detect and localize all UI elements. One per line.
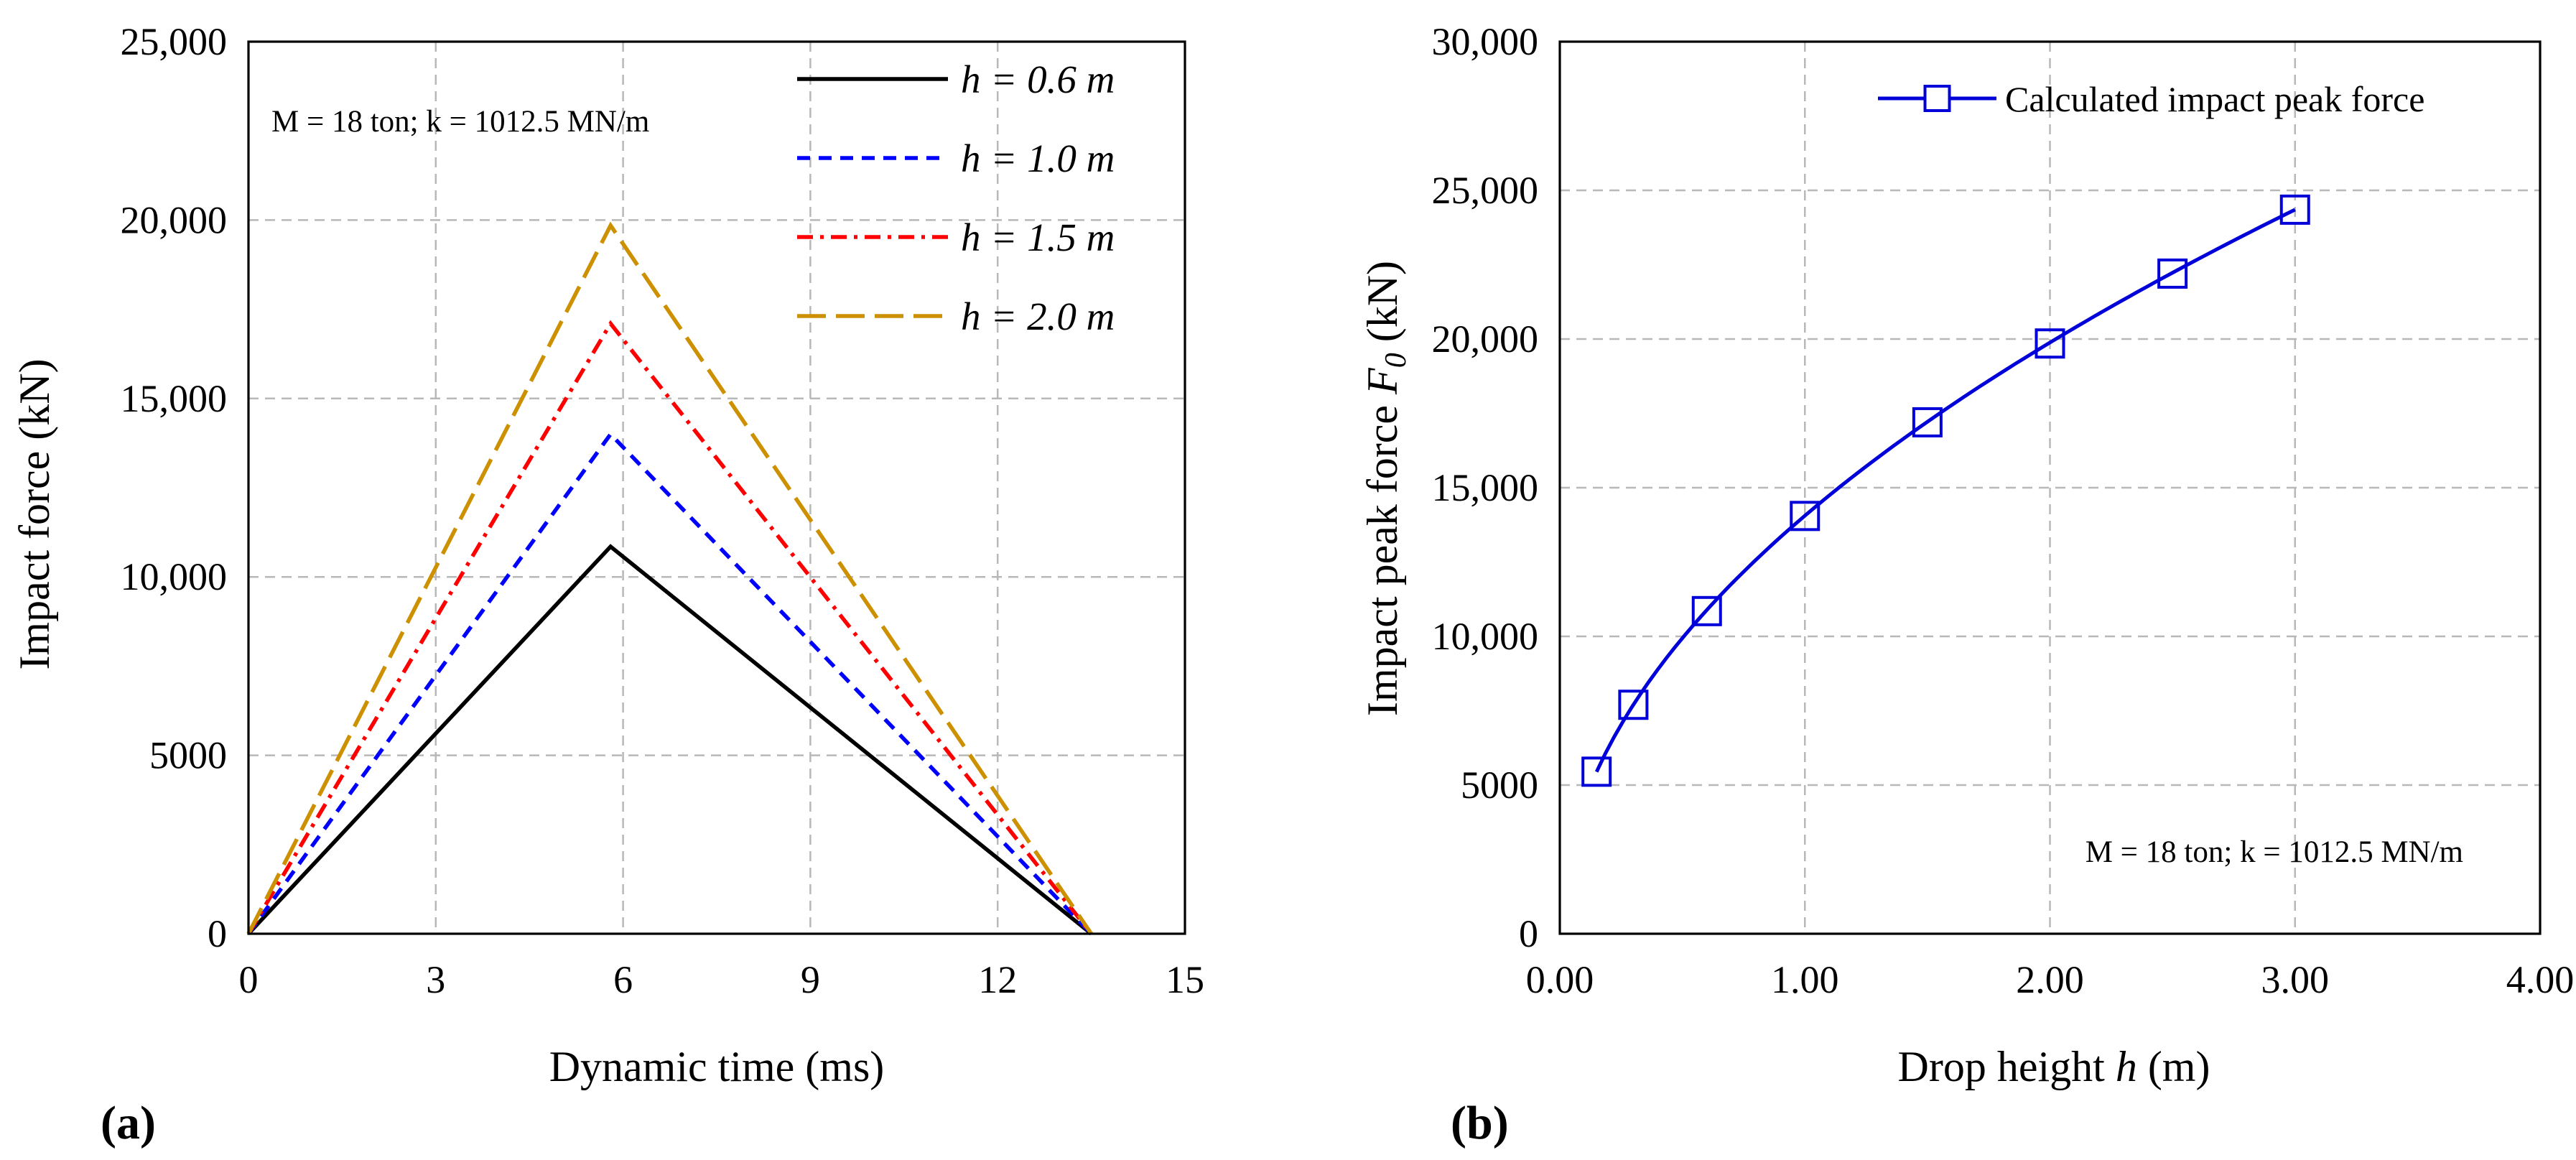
x-tick-label: 0.00 (1526, 958, 1594, 1001)
series-lines (1581, 194, 2310, 787)
panel-label-a: (a) (101, 1097, 156, 1149)
series-line (246, 544, 1093, 936)
series-line (246, 320, 1093, 935)
y-tick-label: 30,000 (1432, 20, 1539, 63)
panel-label-b: (b) (1451, 1097, 1509, 1149)
x-tick-label: 6 (613, 958, 633, 1001)
grid-lines (1560, 42, 2540, 934)
y-tick-label: 20,000 (1432, 317, 1539, 361)
x-tick-label: 4.00 (2506, 958, 2575, 1001)
data-point (1618, 690, 1649, 720)
legend: h = 0.6 m h = 1.0 m h = 1.5 m h = 2.0 m (797, 57, 1115, 338)
x-tick-label: 12 (978, 958, 1017, 1001)
y-tick-label: 25,000 (121, 20, 228, 63)
x-tick-label: 15 (1166, 958, 1204, 1001)
y-axis-label: Impact force (kN) (11, 358, 58, 669)
y-tick-label: 0 (1519, 912, 1538, 955)
x-tick-label: 0 (239, 958, 259, 1001)
y-axis-label: Impact peak force F0 (kN) (1359, 261, 1413, 716)
legend-marker (1923, 85, 1951, 112)
series-line (246, 221, 1093, 935)
y-tick-label: 15,000 (1432, 466, 1539, 509)
chart-panel-b: 0.00 1.00 2.00 3.00 4.00 0 5000 10,000 15,000 20,… (1359, 20, 2574, 1149)
tick-labels: 0.00 1.00 2.00 3.00 4.00 0 5000 10,000 15,000 20,… (1432, 20, 2575, 1001)
legend-label: h = 1.0 m (961, 136, 1115, 180)
x-axis-label: Drop height h (m) (1898, 1043, 2210, 1090)
x-tick-label: 3 (426, 958, 445, 1001)
data-point (1790, 501, 1821, 532)
data-point (2157, 258, 2188, 289)
legend: Calculated impact peak force (1878, 79, 2424, 119)
annotation-text: M = 18 ton; k = 1012.5 MN/m (271, 105, 649, 139)
x-tick-label: 2.00 (2016, 958, 2084, 1001)
y-tick-label: 20,000 (121, 198, 228, 241)
y-tick-label: 5000 (149, 734, 227, 777)
legend-label: Calculated impact peak force (2005, 79, 2424, 119)
y-tick-label: 10,000 (1432, 615, 1539, 658)
y-tick-label: 10,000 (121, 555, 228, 598)
legend-label: h = 2.0 m (961, 294, 1115, 338)
data-point (1581, 756, 1612, 787)
grid-lines (248, 42, 1185, 934)
series-line (246, 431, 1093, 935)
x-tick-label: 3.00 (2261, 958, 2330, 1001)
tick-labels: 0 3 6 9 12 15 0 5000 10,000 15,000 20,000 25,000 (121, 20, 1205, 1001)
y-tick-label: 5000 (1461, 764, 1538, 807)
plot-frame (1558, 40, 2542, 935)
series-lines (246, 221, 1093, 936)
y-tick-label: 0 (208, 912, 227, 955)
data-point (2279, 194, 2310, 225)
annotation-text: M = 18 ton; k = 1012.5 MN/m (2086, 835, 2463, 869)
data-point (1912, 407, 1943, 437)
x-tick-label: 1.00 (1771, 958, 1839, 1001)
data-point (1691, 595, 1722, 626)
series-curve (1594, 208, 2296, 773)
x-axis-label: Dynamic time (ms) (549, 1043, 885, 1090)
legend-label: h = 0.6 m (961, 57, 1115, 101)
y-tick-label: 15,000 (121, 377, 228, 420)
x-tick-label: 9 (801, 958, 820, 1001)
legend-label: h = 1.5 m (961, 215, 1115, 259)
chart-panel-a: 0 3 6 9 12 15 0 5000 10,000 15,000 20,000 25,000 M … (11, 20, 1204, 1149)
y-tick-label: 25,000 (1432, 169, 1539, 212)
plot-frame (247, 40, 1186, 935)
data-point (2035, 328, 2065, 359)
